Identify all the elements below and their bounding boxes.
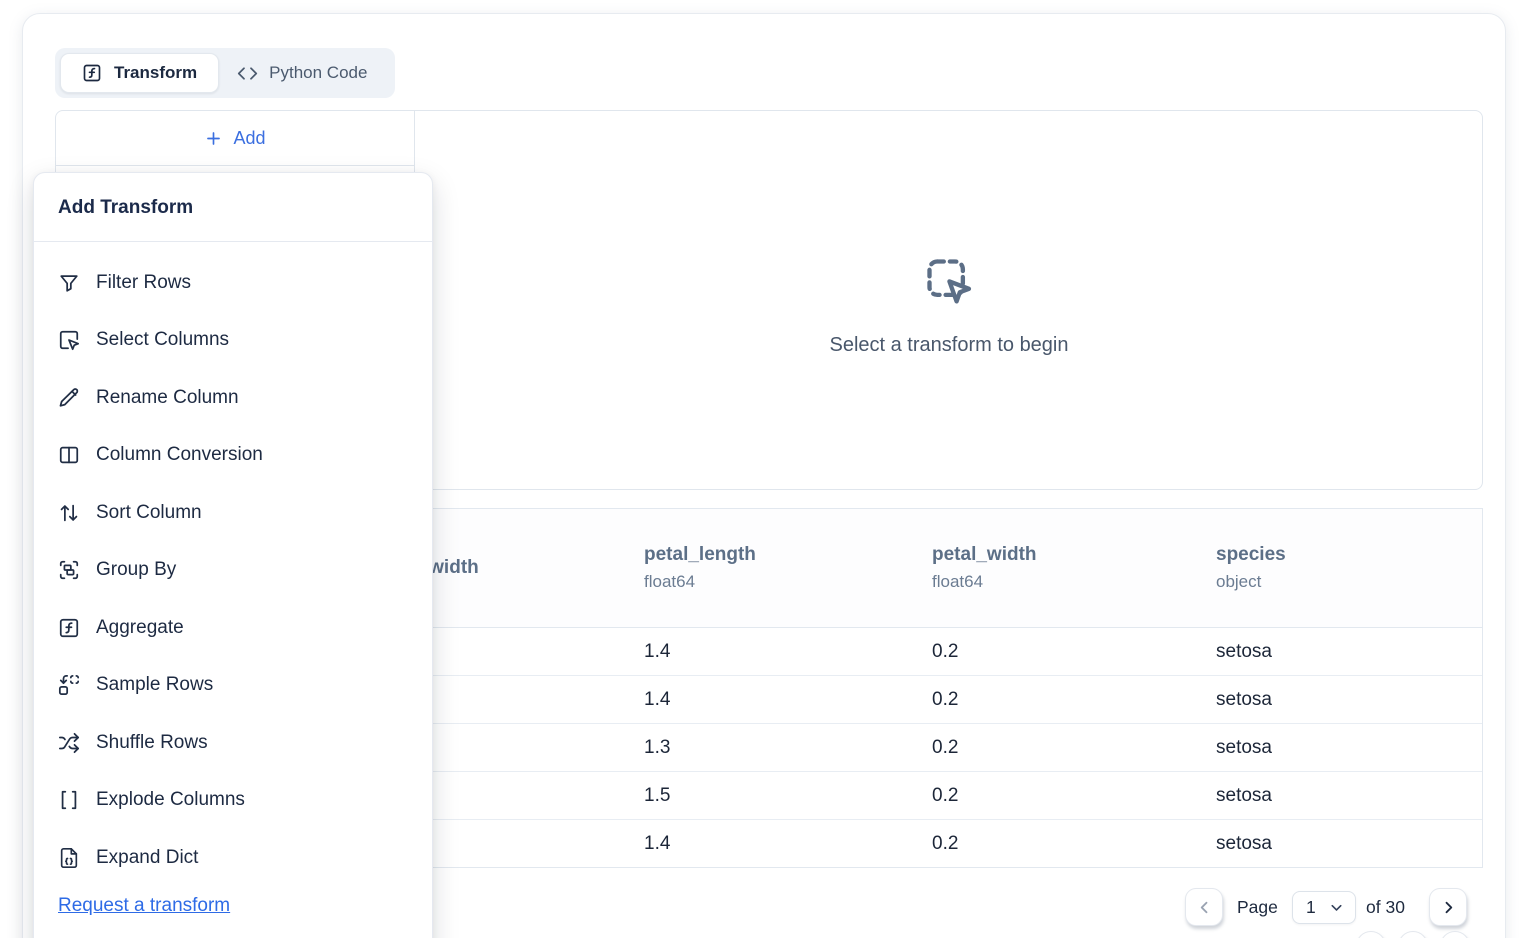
columns-icon [58,444,80,466]
square-mouse-pointer-icon [58,329,80,351]
page-label: Page [1237,897,1278,917]
square-dashed-mouse-pointer-icon [923,255,975,307]
cell-species: setosa [1216,736,1272,758]
menu-item-group-by[interactable]: Group By [34,542,432,600]
add-transform-button[interactable]: Add [56,111,414,166]
previous-page-button[interactable] [1185,888,1223,926]
cell-petal-length: 1.4 [644,688,671,710]
page-select[interactable]: 1 [1292,891,1356,924]
plus-icon [204,129,223,148]
cell-species: setosa [1216,833,1272,854]
popover-title: Add Transform [58,197,194,218]
menu-item-column-conversion[interactable]: Column Conversion [34,427,432,485]
filter-icon [58,272,80,294]
table-row[interactable]: 1.3 0.2 setosa [56,724,1482,772]
menu-item-explode-columns[interactable]: Explode Columns [34,772,432,830]
cell-petal-length: 1.4 [644,833,671,854]
pencil-icon [58,387,80,409]
chevron-left-icon [1195,898,1214,917]
transform-tablist: Transform Python Code [55,48,396,98]
brackets-icon [58,789,80,811]
menu-item-sort-column[interactable]: Sort Column [34,484,432,542]
function-square-icon [82,63,102,83]
page-total-label: of 30 [1366,897,1405,917]
cell-petal-width: 0.2 [932,640,959,662]
cell-species: setosa [1216,688,1272,710]
tab-transform-label: Transform [114,63,198,82]
cell-petal-width: 0.2 [932,736,959,758]
menu-item-expand-dict[interactable]: Expand Dict [34,829,432,887]
column-header-petal-length[interactable]: petal_length float64 [644,544,756,591]
cell-petal-length: 1.5 [644,784,671,806]
menu-item-rename-column[interactable]: Rename Column [34,369,432,427]
add-transform-popover: Add Transform Filter Rows Select Columns [33,172,433,938]
function-square-icon [58,617,80,639]
cell-petal-width: 0.2 [932,784,959,806]
cell-species: setosa [1216,784,1272,806]
request-transform-link[interactable]: Request a transform [58,894,231,916]
menu-item-select-columns[interactable]: Select Columns [34,312,432,370]
cell-petal-length: 1.4 [644,640,671,662]
file-json-icon [58,847,80,869]
menu-item-shuffle-rows[interactable]: Shuffle Rows [34,714,432,772]
table-row[interactable]: 1.4 0.2 setosa [56,820,1482,868]
page-select-value: 1 [1306,897,1316,917]
next-page-button[interactable] [1429,888,1467,926]
arrow-up-down-icon [58,502,80,524]
group-icon [58,559,80,581]
transform-empty-state: Select a transform to begin [416,111,1482,489]
shuffle-icon [58,732,80,754]
menu-item-aggregate[interactable]: Aggregate [34,599,432,657]
tab-python-code-label: Python Code [269,63,368,82]
tab-python-code[interactable]: Python Code [219,63,385,84]
table-row[interactable]: 1.5 0.2 setosa [56,772,1482,820]
column-header-species[interactable]: species object [1216,544,1286,591]
menu-item-filter-rows[interactable]: Filter Rows [34,254,432,312]
menu-item-sample-rows[interactable]: Sample Rows [34,657,432,715]
chevron-down-icon [1328,899,1345,916]
cell-petal-width: 0.2 [932,833,959,854]
column-header-petal-width[interactable]: petal_width float64 [932,544,1037,591]
replace-icon [58,674,80,696]
cell-species: setosa [1216,640,1272,662]
transform-menu: Filter Rows Select Columns Rename Column [34,242,432,887]
table-row[interactable]: 1.4 0.2 setosa [56,628,1482,676]
cell-petal-width: 0.2 [932,688,959,710]
tab-transform[interactable]: Transform [60,53,220,93]
code-icon [237,63,258,84]
add-button-label: Add [233,127,266,148]
cell-petal-length: 1.3 [644,736,671,758]
chevron-right-icon [1439,898,1458,917]
popover-divider [34,241,432,242]
table-row[interactable]: 1.4 0.2 setosa [56,676,1482,724]
empty-state-message: Select a transform to begin [829,334,1069,356]
